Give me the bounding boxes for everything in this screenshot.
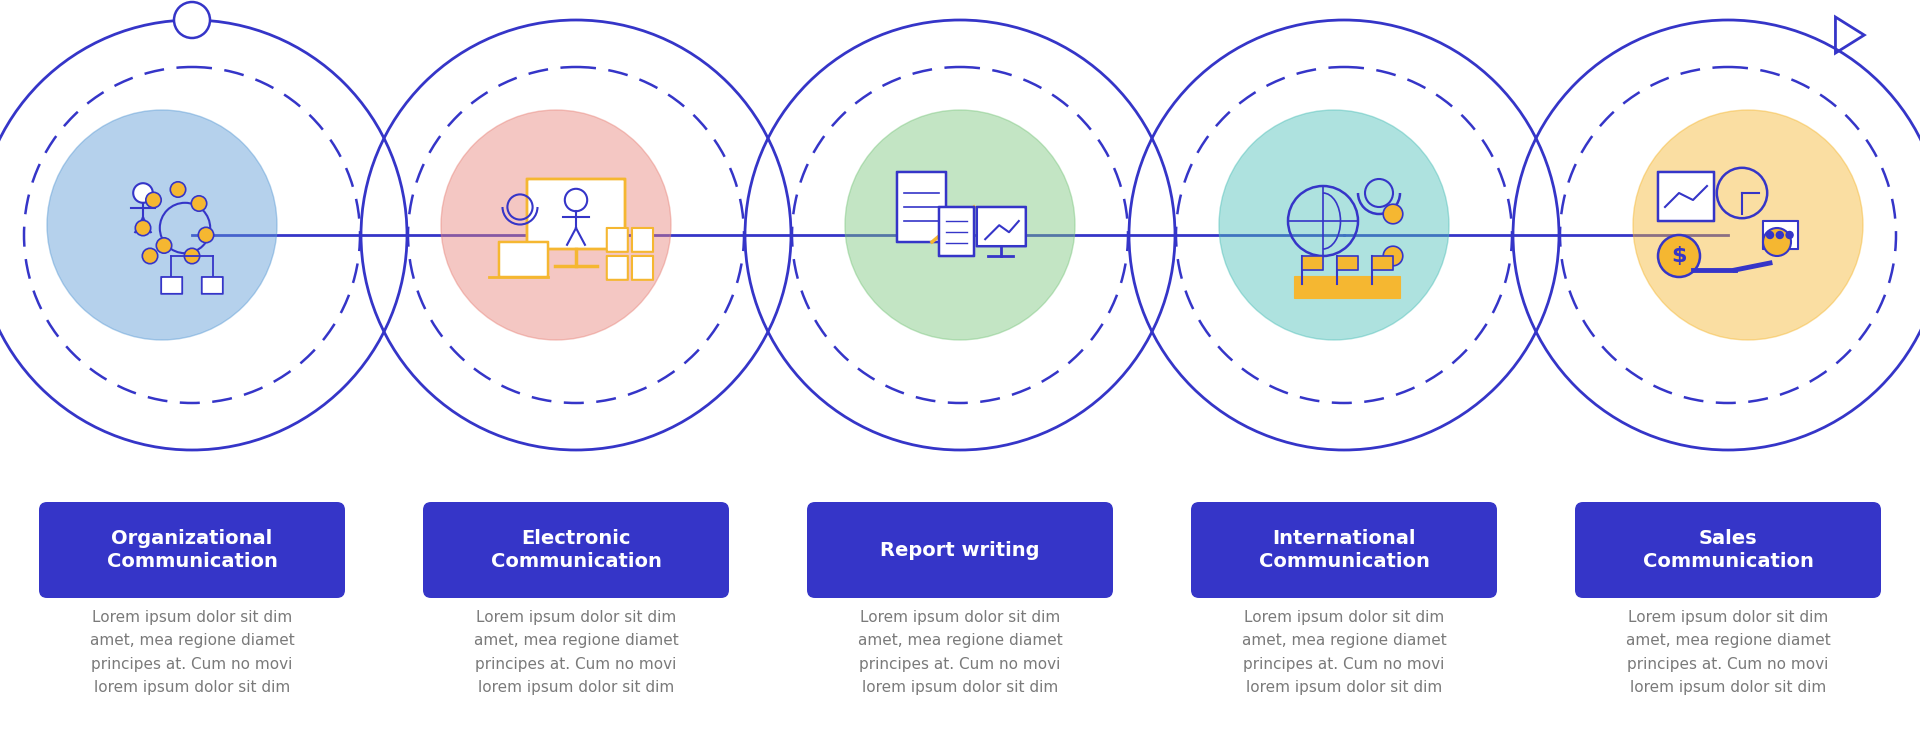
Circle shape [564,189,588,211]
Circle shape [192,196,207,211]
FancyBboxPatch shape [939,207,973,256]
Text: Lorem ipsum dolor sit dim
amet, mea regione diamet
principes at. Cum no movi
lor: Lorem ipsum dolor sit dim amet, mea regi… [1626,610,1830,695]
Text: Sales
Communication: Sales Communication [1644,529,1812,571]
Ellipse shape [1219,110,1450,340]
FancyBboxPatch shape [38,502,346,598]
Circle shape [134,221,150,236]
FancyBboxPatch shape [1294,277,1400,298]
Circle shape [1382,204,1404,224]
FancyBboxPatch shape [607,256,628,280]
Circle shape [156,238,171,253]
Text: Organizational
Communication: Organizational Communication [108,529,276,571]
Circle shape [1382,246,1404,266]
Text: Lorem ipsum dolor sit dim
amet, mea regione diamet
principes at. Cum no movi
lor: Lorem ipsum dolor sit dim amet, mea regi… [1242,610,1446,695]
Text: International
Communication: International Communication [1260,529,1428,571]
FancyBboxPatch shape [1302,256,1323,270]
FancyBboxPatch shape [1574,502,1882,598]
FancyBboxPatch shape [161,277,182,294]
FancyBboxPatch shape [897,172,947,242]
Circle shape [171,181,186,197]
FancyBboxPatch shape [632,228,653,252]
Circle shape [198,227,213,242]
FancyBboxPatch shape [632,256,653,280]
Circle shape [1659,235,1699,277]
Circle shape [132,183,154,203]
Text: Lorem ipsum dolor sit dim
amet, mea regione diamet
principes at. Cum no movi
lor: Lorem ipsum dolor sit dim amet, mea regi… [474,610,678,695]
FancyBboxPatch shape [1336,256,1357,270]
Text: Electronic
Communication: Electronic Communication [492,529,660,571]
FancyBboxPatch shape [202,277,223,294]
Circle shape [146,192,161,208]
Ellipse shape [845,110,1075,340]
Circle shape [1763,228,1791,256]
FancyBboxPatch shape [1659,172,1715,221]
FancyBboxPatch shape [499,242,547,277]
Text: Report writing: Report writing [879,541,1041,559]
Circle shape [142,248,157,264]
FancyBboxPatch shape [607,228,628,252]
FancyBboxPatch shape [422,502,730,598]
Text: $: $ [1670,246,1688,266]
FancyBboxPatch shape [977,207,1025,246]
Circle shape [1766,231,1774,239]
Circle shape [175,2,209,38]
Ellipse shape [442,110,670,340]
Circle shape [1776,231,1784,239]
FancyBboxPatch shape [1763,221,1797,249]
FancyBboxPatch shape [526,179,626,249]
FancyBboxPatch shape [1190,502,1498,598]
FancyBboxPatch shape [1373,256,1394,270]
Circle shape [184,248,200,264]
Text: Lorem ipsum dolor sit dim
amet, mea regione diamet
principes at. Cum no movi
lor: Lorem ipsum dolor sit dim amet, mea regi… [858,610,1062,695]
Ellipse shape [1634,110,1862,340]
FancyBboxPatch shape [806,502,1114,598]
Text: Lorem ipsum dolor sit dim
amet, mea regione diamet
principes at. Cum no movi
lor: Lorem ipsum dolor sit dim amet, mea regi… [90,610,294,695]
Circle shape [1786,231,1793,239]
Ellipse shape [46,110,276,340]
